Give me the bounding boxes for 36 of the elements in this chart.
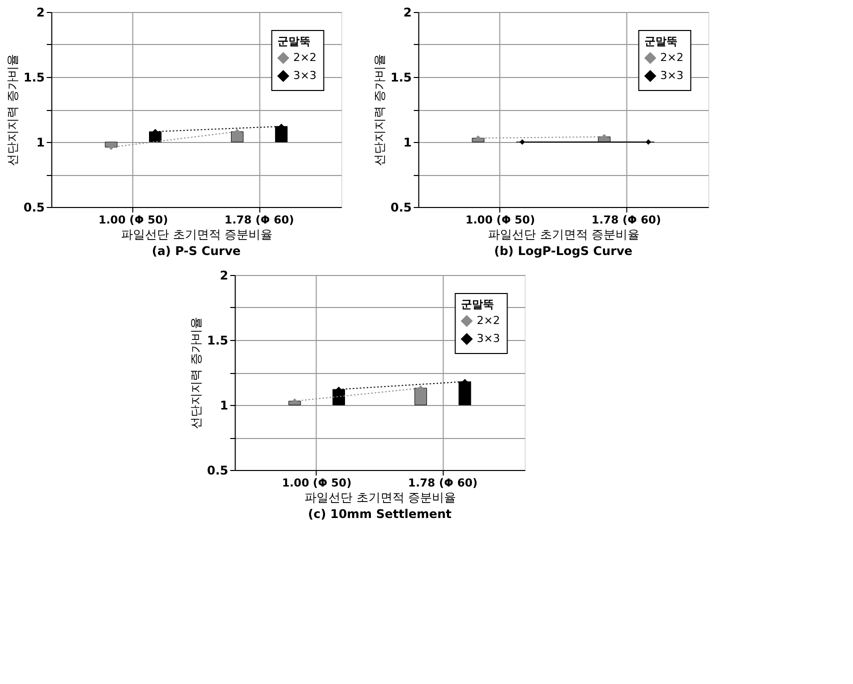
x-axis-title: 파일선단 초기면적 증분비율 xyxy=(304,490,456,504)
y-tick-label: 0.5 xyxy=(390,200,412,214)
y-tick-label: 2 xyxy=(403,6,412,20)
legend-label: 3×3 xyxy=(293,69,316,82)
legend-title: 군말뚝 xyxy=(277,35,310,48)
y-tick-label: 1 xyxy=(403,136,412,150)
legend-title: 군말뚝 xyxy=(460,298,494,311)
y-tick-label: 1.5 xyxy=(206,334,228,348)
x-tick-label: 1.00 (Φ 50) xyxy=(98,214,168,226)
x-tick-label: 1.00 (Φ 50) xyxy=(282,476,352,490)
legend-label: 3×3 xyxy=(476,332,500,345)
x-axis-title: 파일선단 초기면적 증분비율 xyxy=(120,228,273,242)
y-axis-title: 선단지지력 증가비율 xyxy=(5,54,20,166)
legend-label: 3×3 xyxy=(660,69,684,82)
legend-title: 군말뚝 xyxy=(644,35,678,48)
y-tick-label: 2 xyxy=(36,6,45,20)
text: (b) LogP-LogS Curve xyxy=(494,244,632,258)
y-tick-label: 1 xyxy=(220,398,228,412)
y-axis-title: 선단지지력 증가비율 xyxy=(372,54,386,166)
y-tick-label: 1.5 xyxy=(23,70,45,84)
y-tick-label: 0.5 xyxy=(206,464,228,478)
x-tick-label: 1.78 (Φ 60) xyxy=(224,214,294,226)
legend-label: 2×2 xyxy=(476,314,500,327)
y-axis-title: 선단지지력 증가비율 xyxy=(188,317,203,429)
x-axis-title: 파일선단 초기면적 증분비율 xyxy=(488,228,640,242)
text: (c) 10mm Settlement xyxy=(308,507,452,521)
legend-label: 2×2 xyxy=(293,51,316,64)
legend-label: 2×2 xyxy=(660,51,684,64)
text: (a) P-S Curve xyxy=(152,244,241,258)
y-tick-label: 1 xyxy=(36,136,45,150)
x-tick-label: 1.78 (Φ 60) xyxy=(408,476,478,490)
x-tick-label: 1.78 (Φ 60) xyxy=(592,214,662,226)
y-tick-label: 0.5 xyxy=(23,200,45,214)
x-tick-label: 1.00 (Φ 50) xyxy=(465,214,535,226)
y-tick-label: 1.5 xyxy=(390,70,412,84)
y-tick-label: 2 xyxy=(220,268,228,282)
